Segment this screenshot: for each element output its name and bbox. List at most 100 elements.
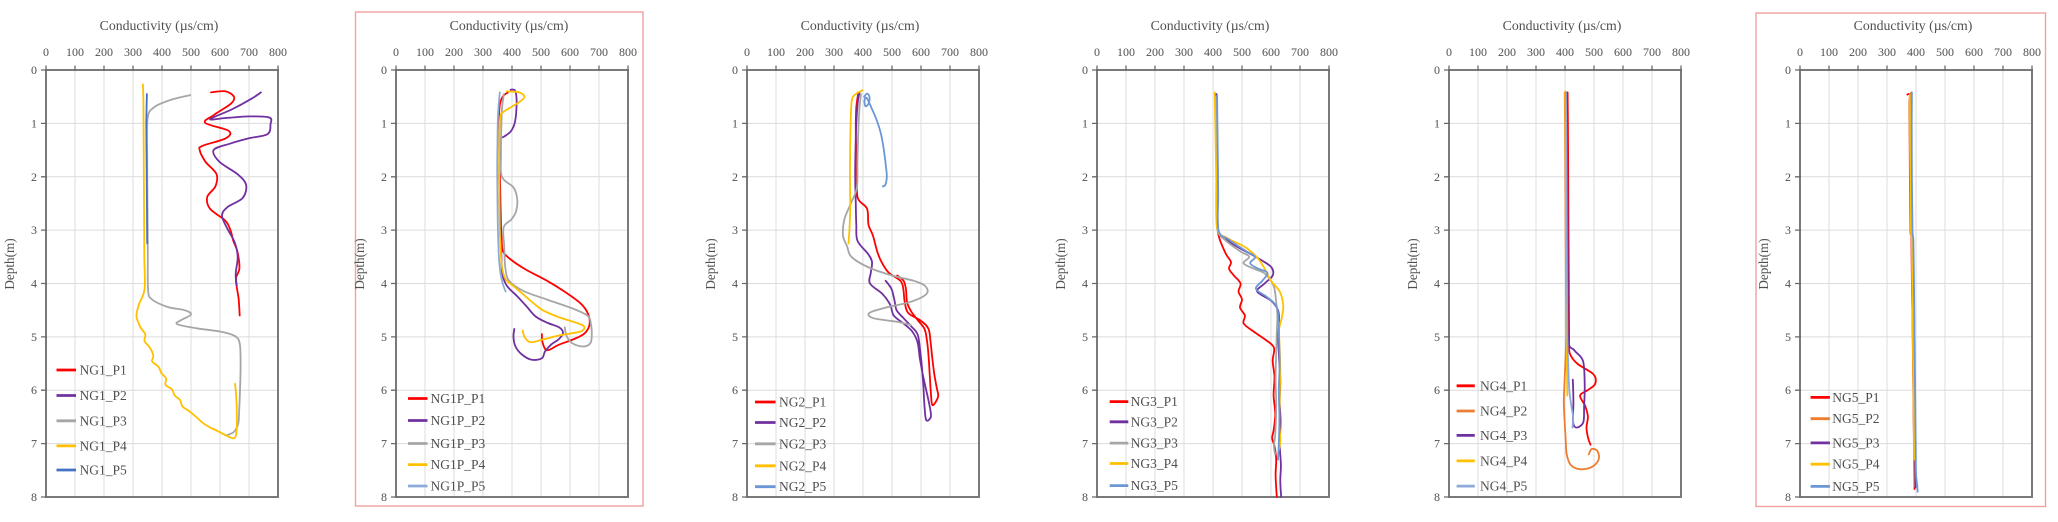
svg-text:NG5_P5: NG5_P5 [1832, 479, 1880, 494]
svg-text:1: 1 [1082, 116, 1088, 130]
svg-text:500: 500 [883, 45, 901, 59]
svg-text:300: 300 [1527, 45, 1545, 59]
svg-text:300: 300 [825, 45, 843, 59]
svg-text:3: 3 [732, 223, 738, 237]
svg-text:5: 5 [1785, 330, 1791, 344]
svg-text:NG5_P1: NG5_P1 [1832, 390, 1879, 405]
svg-text:4: 4 [1785, 277, 1791, 291]
svg-text:NG4_P5: NG4_P5 [1480, 479, 1528, 494]
svg-text:1: 1 [31, 116, 37, 130]
svg-text:3: 3 [381, 223, 387, 237]
svg-text:100: 100 [1820, 45, 1838, 59]
svg-text:100: 100 [1117, 45, 1135, 59]
svg-text:NG2_P3: NG2_P3 [779, 436, 827, 451]
svg-text:1: 1 [1785, 116, 1791, 130]
svg-text:Conductivity (µs/cm): Conductivity (µs/cm) [1503, 18, 1622, 34]
svg-text:800: 800 [269, 45, 287, 59]
svg-text:600: 600 [912, 45, 930, 59]
svg-text:3: 3 [1785, 223, 1791, 237]
svg-text:400: 400 [503, 45, 521, 59]
svg-text:1: 1 [1434, 116, 1440, 130]
svg-text:7: 7 [31, 437, 37, 451]
svg-text:0: 0 [1797, 45, 1803, 59]
svg-text:NG2_P4: NG2_P4 [779, 458, 827, 473]
svg-text:NG1_P1: NG1_P1 [80, 363, 127, 378]
svg-text:500: 500 [1936, 45, 1954, 59]
svg-text:6: 6 [381, 383, 387, 397]
svg-text:5: 5 [31, 330, 37, 344]
svg-text:0: 0 [43, 45, 49, 59]
svg-text:NG1_P3: NG1_P3 [80, 413, 128, 428]
svg-text:NG2_P1: NG2_P1 [779, 395, 826, 410]
svg-text:600: 600 [1614, 45, 1632, 59]
svg-text:Depth(m): Depth(m) [2, 238, 17, 289]
svg-text:2: 2 [31, 170, 37, 184]
svg-text:800: 800 [2023, 45, 2041, 59]
svg-text:NG1_P2: NG1_P2 [80, 388, 127, 403]
svg-text:6: 6 [31, 383, 37, 397]
svg-text:600: 600 [1262, 45, 1280, 59]
svg-text:700: 700 [941, 45, 959, 59]
svg-text:3: 3 [1082, 223, 1088, 237]
svg-text:200: 200 [95, 45, 113, 59]
svg-text:2: 2 [1785, 170, 1791, 184]
svg-text:400: 400 [153, 45, 171, 59]
svg-text:8: 8 [1082, 490, 1088, 504]
svg-text:NG4_P2: NG4_P2 [1480, 404, 1527, 419]
svg-text:Depth(m): Depth(m) [1053, 238, 1068, 289]
svg-text:Conductivity (µs/cm): Conductivity (µs/cm) [100, 18, 219, 34]
svg-text:NG1P_P4: NG1P_P4 [431, 457, 486, 472]
svg-text:0: 0 [1082, 63, 1088, 77]
svg-text:200: 200 [1849, 45, 1867, 59]
svg-text:0: 0 [393, 45, 399, 59]
svg-text:Depth(m): Depth(m) [1405, 238, 1420, 289]
svg-text:NG5_P2: NG5_P2 [1832, 411, 1879, 426]
svg-text:400: 400 [1907, 45, 1925, 59]
svg-text:NG2_P5: NG2_P5 [779, 479, 827, 494]
svg-text:100: 100 [767, 45, 785, 59]
svg-text:Conductivity (µs/cm): Conductivity (µs/cm) [450, 18, 569, 34]
svg-text:400: 400 [854, 45, 872, 59]
svg-text:100: 100 [66, 45, 84, 59]
svg-text:1: 1 [732, 116, 738, 130]
svg-text:8: 8 [732, 490, 738, 504]
svg-text:6: 6 [1434, 383, 1440, 397]
svg-text:NG1P_P2: NG1P_P2 [431, 413, 486, 428]
svg-text:NG3_P4: NG3_P4 [1131, 456, 1179, 471]
svg-text:300: 300 [124, 45, 142, 59]
svg-text:500: 500 [1233, 45, 1251, 59]
svg-text:NG5_P3: NG5_P3 [1832, 435, 1880, 450]
svg-text:Depth(m): Depth(m) [1756, 238, 1771, 289]
svg-text:NG1P_P5: NG1P_P5 [431, 479, 486, 494]
svg-text:8: 8 [31, 490, 37, 504]
svg-text:200: 200 [796, 45, 814, 59]
svg-text:500: 500 [1585, 45, 1603, 59]
svg-text:6: 6 [732, 383, 738, 397]
svg-text:5: 5 [1082, 330, 1088, 344]
svg-text:NG2_P2: NG2_P2 [779, 415, 826, 430]
svg-text:8: 8 [1785, 490, 1791, 504]
svg-text:600: 600 [211, 45, 229, 59]
svg-text:700: 700 [1994, 45, 2012, 59]
svg-text:2: 2 [381, 170, 387, 184]
svg-text:7: 7 [1082, 437, 1088, 451]
svg-text:8: 8 [381, 490, 387, 504]
svg-text:200: 200 [445, 45, 463, 59]
svg-text:2: 2 [1434, 170, 1440, 184]
svg-text:300: 300 [474, 45, 492, 59]
svg-text:500: 500 [182, 45, 200, 59]
svg-text:4: 4 [1082, 277, 1088, 291]
svg-text:NG1P_P1: NG1P_P1 [431, 391, 486, 406]
svg-text:Conductivity (µs/cm): Conductivity (µs/cm) [1854, 18, 1973, 34]
svg-text:3: 3 [31, 223, 37, 237]
svg-text:NG1_P5: NG1_P5 [80, 463, 128, 478]
svg-text:0: 0 [31, 63, 37, 77]
svg-text:800: 800 [970, 45, 988, 59]
svg-text:7: 7 [381, 437, 387, 451]
svg-text:0: 0 [732, 63, 738, 77]
svg-text:7: 7 [1785, 437, 1791, 451]
svg-text:700: 700 [240, 45, 258, 59]
svg-text:NG3_P1: NG3_P1 [1131, 394, 1178, 409]
svg-text:600: 600 [561, 45, 579, 59]
svg-text:700: 700 [1643, 45, 1661, 59]
